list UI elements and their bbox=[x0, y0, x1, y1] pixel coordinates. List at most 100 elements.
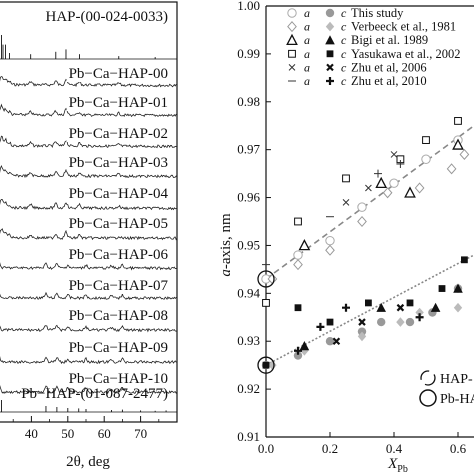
legend-marker-c bbox=[325, 35, 335, 45]
lattice-point-plus-bold bbox=[342, 303, 350, 312]
xrd-pattern-label: Pb−Ca−HAP-08 bbox=[69, 308, 168, 324]
xrd-pattern-label: Pb−Ca−HAP-09 bbox=[69, 340, 168, 356]
lattice-fit-line bbox=[265, 254, 474, 366]
xrd-pattern-label: Pb−Ca−HAP-05 bbox=[69, 216, 168, 232]
xrd-x-tick-label: 40 bbox=[25, 426, 38, 441]
xrd-pattern-label: Pb−Ca−HAP-07 bbox=[69, 278, 169, 294]
lattice-data-points bbox=[261, 117, 470, 370]
lattice-point-open-diamond bbox=[414, 182, 425, 194]
xrd-plot-frame bbox=[0, 1, 178, 423]
legend-marker-c bbox=[326, 63, 334, 72]
lattice-point-open-circle bbox=[357, 202, 367, 212]
xrd-pattern-label: Pb−Ca−HAP-03 bbox=[69, 155, 168, 171]
lattice-point-open-diamond bbox=[357, 215, 367, 228]
xrd-pattern-trace bbox=[0, 228, 178, 241]
xrd-label-bg bbox=[66, 308, 170, 324]
annot-hap-marker bbox=[420, 370, 436, 386]
lattice-point-x-bold bbox=[332, 337, 341, 345]
lattice-point-open-triangle bbox=[404, 186, 416, 198]
lattice-point-open-circle bbox=[293, 250, 303, 260]
annot-pbhap-label: Pb-HA bbox=[440, 392, 474, 407]
lattice-point-filled-diamond bbox=[396, 317, 405, 327]
lattice-point-open-circle bbox=[325, 235, 335, 246]
legend-marker-a bbox=[286, 33, 298, 46]
lattice-point-x bbox=[342, 198, 350, 206]
lattice-point-open-square bbox=[294, 217, 302, 226]
legend-a-label: a bbox=[304, 47, 310, 61]
lattice-point-plus-bold bbox=[294, 346, 302, 355]
annot-hap-label: HAP- bbox=[440, 372, 473, 387]
lattice-legend: a c This study a c Verbeeck et al., 1981 a c Big… bbox=[286, 6, 460, 88]
lattice-annotations: HAP- Pb-HA bbox=[257, 270, 474, 407]
lattice-point-filled-circle bbox=[377, 317, 386, 327]
lattice-x-tick-label: 0.4 bbox=[386, 441, 403, 456]
lattice-point-open-circle bbox=[421, 154, 431, 164]
xrd-pattern-trace bbox=[0, 103, 178, 118]
lattice-point-x bbox=[365, 184, 372, 192]
annot-pbhap-marker bbox=[419, 389, 437, 407]
xrd-pattern-trace bbox=[0, 385, 178, 395]
legend-a-label: a bbox=[304, 60, 310, 74]
xrd-pattern-label: Pb−Ca−HAP-10 bbox=[69, 371, 168, 387]
legend-series-label: Zhu et al, 2006 bbox=[351, 60, 427, 74]
lattice-point-filled-circle bbox=[293, 351, 303, 360]
lattice-x-tick-label: 0.0 bbox=[258, 441, 274, 456]
lattice-hap-a-ring bbox=[257, 270, 275, 288]
legend-marker-a bbox=[287, 8, 297, 18]
lattice-point-open-diamond bbox=[293, 259, 303, 271]
legend-a-label: a bbox=[304, 6, 310, 20]
legend-marker-c bbox=[326, 77, 334, 85]
lattice-point-open-circle bbox=[389, 178, 399, 188]
xrd-pattern-trace bbox=[0, 262, 178, 271]
legend-c-label: c bbox=[341, 33, 347, 47]
lattice-y-tick-label: 0.94 bbox=[237, 285, 260, 300]
xrd-x-tick-label: 50 bbox=[61, 426, 74, 441]
xrd-pattern-label: HAP-(00-024-0033) bbox=[46, 9, 168, 25]
lattice-x-axis-label: XPb bbox=[387, 456, 408, 474]
lattice-axes: 0.91 0.92 0.93 0.94 0.95 0.96 0.97 0.98 0.99 1.00… bbox=[237, 0, 474, 456]
xrd-label-bg bbox=[66, 247, 171, 263]
xrd-label-bg bbox=[66, 278, 171, 294]
xrd-label-bg bbox=[66, 66, 170, 82]
lattice-point-filled-square bbox=[294, 304, 302, 312]
xrd-pattern-label: Pb−Ca−HAP-02 bbox=[69, 126, 168, 142]
lattice-point-plus-bold bbox=[316, 322, 325, 331]
lattice-point-open-square bbox=[422, 136, 430, 144]
lattice-y-axis-label: a-axis, nm bbox=[218, 213, 234, 277]
lattice-point-filled-square bbox=[365, 299, 372, 307]
lattice-point-filled-square bbox=[438, 285, 446, 292]
xrd-pattern-trace bbox=[0, 356, 178, 365]
lattice-y-tick-label: 1.00 bbox=[237, 0, 260, 13]
lattice-y-tick-label: 0.96 bbox=[237, 190, 260, 205]
xrd-x-ticks: 040506070 bbox=[12, 416, 160, 441]
lattice-point-plus bbox=[396, 160, 405, 169]
legend-series-label: Verbeeck et al., 1981 bbox=[351, 20, 456, 34]
lattice-point-filled-square bbox=[326, 318, 334, 326]
lattice-point-filled-square bbox=[262, 361, 270, 369]
xrd-x-axis-label: 2θ, deg bbox=[66, 454, 110, 470]
lattice-x-tick-label: 0.6 bbox=[450, 441, 467, 456]
lattice-point-x-bold bbox=[396, 303, 405, 312]
lattice-y-tick-label: 0.91 bbox=[237, 429, 260, 444]
lattice-point-filled-triangle bbox=[376, 302, 386, 312]
legend-c-label: c bbox=[341, 47, 347, 61]
lattice-point-open-square bbox=[342, 174, 350, 183]
lattice-point-open-square bbox=[262, 299, 270, 307]
xrd-label-bg bbox=[66, 186, 171, 202]
lattice-point-filled-diamond bbox=[453, 302, 463, 313]
lattice-y-tick-label: 0.93 bbox=[237, 333, 260, 348]
lattice-point-filled-diamond bbox=[357, 331, 367, 342]
hap-reference-peaks bbox=[0, 35, 177, 60]
xrd-pattern-label: Pb−Ca−HAP-00 bbox=[69, 66, 168, 82]
legend-series-label: Yasukawa et al., 2002 bbox=[351, 47, 460, 61]
xrd-pattern-trace bbox=[0, 135, 178, 149]
lattice-point-x-bold bbox=[358, 318, 366, 326]
xrd-x-tick-label: 60 bbox=[98, 426, 111, 441]
legend-a-label: a bbox=[304, 33, 310, 47]
xrd-pattern-label: Pb−Ca−HAP-01 bbox=[69, 95, 168, 111]
xrd-pattern-labels: HAP-(00-024-0033) Pb−Ca−HAP-00 Pb−Ca−HAP-0… bbox=[21, 9, 171, 402]
lattice-point-filled-square bbox=[406, 299, 414, 307]
lattice-point-filled-diamond bbox=[268, 360, 277, 370]
xrd-panel: 040506070 HAP-(00-024-0033)Pb−Ca−HAP-00P… bbox=[0, 1, 178, 470]
